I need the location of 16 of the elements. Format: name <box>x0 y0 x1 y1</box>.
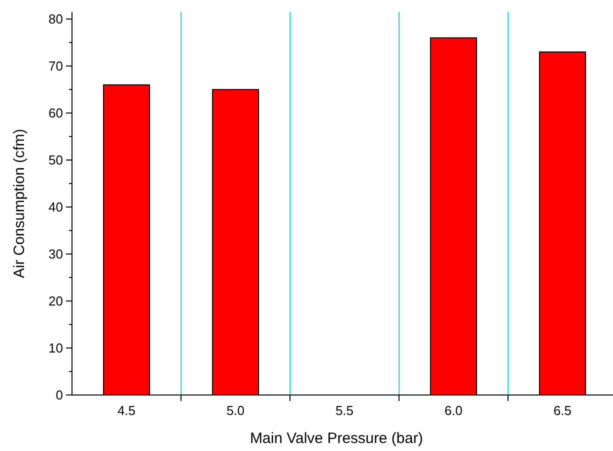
y-tick-label: 0 <box>56 388 63 403</box>
y-tick-label: 30 <box>48 246 63 262</box>
y-tick-label: 50 <box>48 152 63 168</box>
x-axis-title: Main Valve Pressure (bar) <box>250 430 424 447</box>
y-tick-label: 10 <box>48 340 63 356</box>
y-tick-label: 60 <box>48 106 63 121</box>
x-tick-label: 6.5 <box>553 403 572 418</box>
y-tick-label: 70 <box>48 58 63 74</box>
x-tick-label: 6.0 <box>444 403 463 418</box>
y-tick-label: 40 <box>48 200 63 215</box>
y-tick-label: 80 <box>48 12 63 27</box>
x-tick-label: 4.5 <box>117 403 136 418</box>
x-tick-label: 5.0 <box>226 403 245 418</box>
y-tick-label: 20 <box>48 294 63 309</box>
y-axis-title: Air Consumption (cfm) <box>11 128 28 278</box>
x-tick-label: 5.5 <box>335 403 354 418</box>
